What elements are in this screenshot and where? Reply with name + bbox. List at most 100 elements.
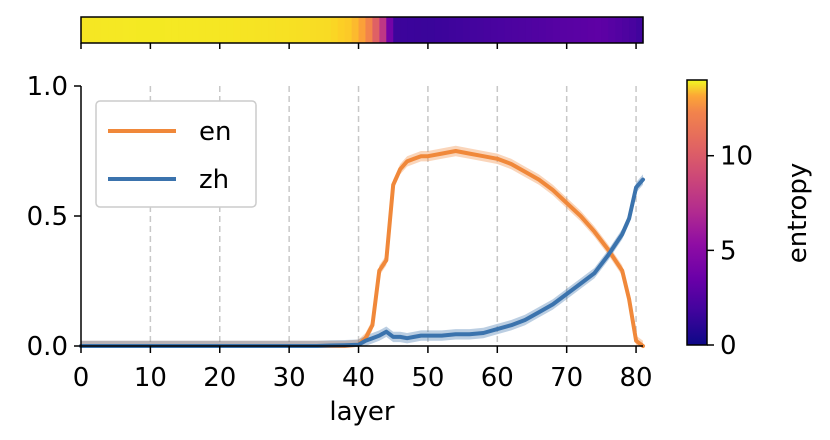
colorbar-label: entropy <box>783 163 813 264</box>
entropy-cell <box>587 17 596 43</box>
entropy-cell <box>608 17 616 43</box>
entropy-cell <box>226 17 235 43</box>
entropy-cell <box>178 17 186 43</box>
entropy-cell <box>351 17 360 43</box>
entropy-cell <box>185 17 193 43</box>
entropy-cell <box>254 17 262 43</box>
entropy-cell <box>490 17 498 43</box>
entropy-cell <box>122 17 131 43</box>
entropy-cell <box>629 17 637 43</box>
entropy-cell <box>531 17 540 43</box>
entropy-cell <box>309 17 318 43</box>
entropy-cell <box>566 17 575 43</box>
entropy-cell <box>233 17 242 43</box>
entropy-cell <box>136 17 145 43</box>
entropy-cell <box>615 17 623 43</box>
entropy-cell <box>407 17 415 43</box>
colorbar-tick-label: 5 <box>720 236 737 266</box>
entropy-cell <box>427 17 436 43</box>
entropy-cell <box>601 17 609 43</box>
entropy-cell <box>504 17 512 43</box>
entropy-cell <box>115 17 124 43</box>
entropy-cell <box>143 17 151 43</box>
entropy-cell <box>247 17 256 43</box>
entropy-cell <box>420 17 429 43</box>
entropy-cell <box>476 17 485 43</box>
entropy-cell <box>622 17 630 43</box>
x-tick-label: 80 <box>620 363 653 393</box>
legend-label-zh: zh <box>199 165 229 195</box>
entropy-cell <box>192 17 200 43</box>
entropy-cell <box>275 17 283 43</box>
entropy-strip-ticks <box>80 43 637 49</box>
entropy-strip-frame <box>80 16 644 44</box>
entropy-cell <box>511 17 519 43</box>
entropy-cell <box>358 17 367 43</box>
entropy-cell <box>636 17 644 43</box>
entropy-cell <box>594 17 602 43</box>
entropy-cell <box>330 17 339 43</box>
entropy-cell <box>108 17 117 43</box>
entropy-cell <box>573 17 582 43</box>
x-tick-label: 10 <box>134 363 167 393</box>
entropy-cell <box>101 17 110 43</box>
entropy-cell <box>323 17 332 43</box>
entropy-cell <box>386 17 394 43</box>
entropy-cell <box>205 17 214 43</box>
entropy-cell <box>379 17 387 43</box>
entropy-cell <box>212 17 221 43</box>
colorbar-tick-label: 10 <box>720 142 753 172</box>
x-tick-label: 0 <box>73 363 90 393</box>
entropy-cell <box>414 17 422 43</box>
entropy-cell <box>538 17 547 43</box>
legend: en zh <box>95 100 257 208</box>
entropy-cell <box>518 17 526 43</box>
entropy-cell <box>434 17 443 43</box>
entropy-cell <box>497 17 505 43</box>
x-tick-label: 70 <box>550 363 583 393</box>
entropy-cell <box>87 17 96 43</box>
entropy-cell <box>372 17 380 43</box>
entropy-cell <box>150 17 158 43</box>
entropy-cell <box>552 17 561 43</box>
entropy-cell <box>400 17 408 43</box>
entropy-cell <box>344 17 353 43</box>
entropy-cell <box>525 17 533 43</box>
y-tick-label: 1.0 <box>27 72 68 102</box>
entropy-cell <box>303 17 311 43</box>
y-tick-label: 0.0 <box>27 332 68 362</box>
entropy-cell <box>198 17 207 43</box>
x-tick-label: 30 <box>273 363 306 393</box>
entropy-cell <box>129 17 138 43</box>
colorbar <box>686 79 708 346</box>
entropy-cell <box>171 17 179 43</box>
x-axis-title: layer <box>329 397 395 427</box>
entropy-cell <box>545 17 554 43</box>
entropy-cell <box>580 17 589 43</box>
entropy-cell <box>469 17 478 43</box>
entropy-cell <box>164 17 172 43</box>
entropy-cell <box>296 17 304 43</box>
entropy-cell <box>559 17 568 43</box>
legend-label-en: en <box>199 117 231 147</box>
entropy-cell <box>282 17 290 43</box>
entropy-cell <box>455 17 464 43</box>
x-ticks: 0 10 20 30 40 50 60 70 80 <box>73 346 653 393</box>
entropy-cell <box>462 17 471 43</box>
legend-frame <box>95 100 257 208</box>
entropy-cell <box>337 17 346 43</box>
x-tick-label: 50 <box>411 363 444 393</box>
entropy-cell <box>94 17 103 43</box>
entropy-cell <box>316 17 325 43</box>
x-tick-label: 20 <box>203 363 236 393</box>
y-ticks: 0.0 0.5 1.0 <box>27 72 81 362</box>
entropy-cell <box>219 17 228 43</box>
grid-lines <box>149 86 637 346</box>
entropy-cell <box>261 17 269 43</box>
entropy-cell <box>289 17 297 43</box>
colorbar-ticks: 0 5 10 <box>707 142 753 361</box>
entropy-cell <box>483 17 491 43</box>
x-tick-label: 40 <box>342 363 375 393</box>
colorbar-tick-label: 0 <box>720 331 737 361</box>
